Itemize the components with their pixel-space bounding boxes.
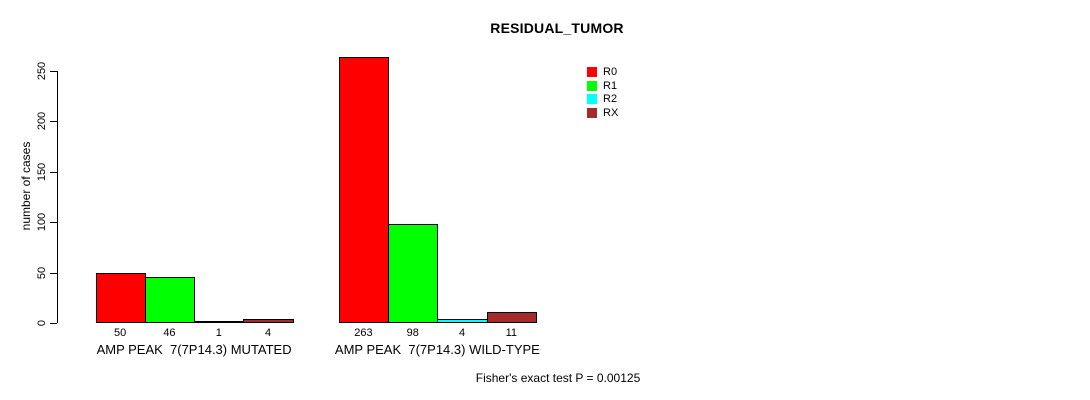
footnote-fisher-test: Fisher's exact test P = 0.00125 <box>475 371 641 385</box>
y-axis-tick <box>50 70 57 72</box>
y-axis-tick <box>50 121 57 122</box>
bar-rx-group-2 <box>486 311 537 323</box>
legend: R0 R1 R2 RX <box>587 67 618 122</box>
y-axis-tick-label: 50 <box>36 266 48 279</box>
legend-swatch-r2 <box>587 94 597 105</box>
y-axis-tick-label: 100 <box>36 212 48 232</box>
y-axis-tick-label: 150 <box>36 162 48 181</box>
y-axis-tick <box>50 272 57 274</box>
y-axis-tick-label: 200 <box>36 111 48 131</box>
category-label-group-2: AMP PEAK 7(7P14.3) WILD-TYPE <box>334 342 540 357</box>
legend-item-r2: R2 <box>587 93 618 106</box>
legend-item-r0: R0 <box>587 66 618 78</box>
bar-value-label: 4 <box>458 327 466 339</box>
y-axis-label: number of cases <box>19 141 33 231</box>
legend-swatch-rx <box>587 108 597 119</box>
bar-value-label: 98 <box>406 327 419 339</box>
bar-r1-group-2 <box>388 224 439 323</box>
bar-r2-group-2 <box>437 318 488 323</box>
bar-r1-group-1 <box>144 276 196 323</box>
y-axis-line <box>57 70 58 323</box>
category-label-group-1: AMP PEAK 7(7P14.3) MUTATED <box>96 342 292 357</box>
legend-item-rx: RX <box>587 107 619 120</box>
bar-r0-group-2 <box>338 57 390 323</box>
chart-title: RESIDUAL_TUMOR <box>490 20 624 36</box>
bar-value-label: 1 <box>215 327 222 339</box>
bar-value-label: 50 <box>114 327 127 339</box>
legend-label: R1 <box>603 79 618 92</box>
bar-r2-group-1 <box>194 321 245 323</box>
legend-label: R0 <box>603 66 618 78</box>
y-axis-tick-label: 0 <box>36 319 48 327</box>
bar-value-label: 46 <box>163 327 176 339</box>
bar-rx-group-1 <box>243 318 294 323</box>
legend-label: R2 <box>603 93 618 106</box>
bar-value-label: 4 <box>264 327 272 339</box>
bar-value-label: 11 <box>505 327 518 339</box>
y-axis-tick-label: 250 <box>36 61 48 80</box>
legend-item-r1: R1 <box>587 79 618 92</box>
legend-swatch-r1 <box>587 80 597 91</box>
legend-label: RX <box>603 107 619 120</box>
y-axis-tick <box>50 171 57 173</box>
bar-r0-group-1 <box>95 272 146 323</box>
bar-value-label: 263 <box>354 327 373 339</box>
y-axis-tick <box>50 222 57 223</box>
y-axis-tick <box>50 323 57 324</box>
legend-swatch-r0 <box>587 67 597 77</box>
